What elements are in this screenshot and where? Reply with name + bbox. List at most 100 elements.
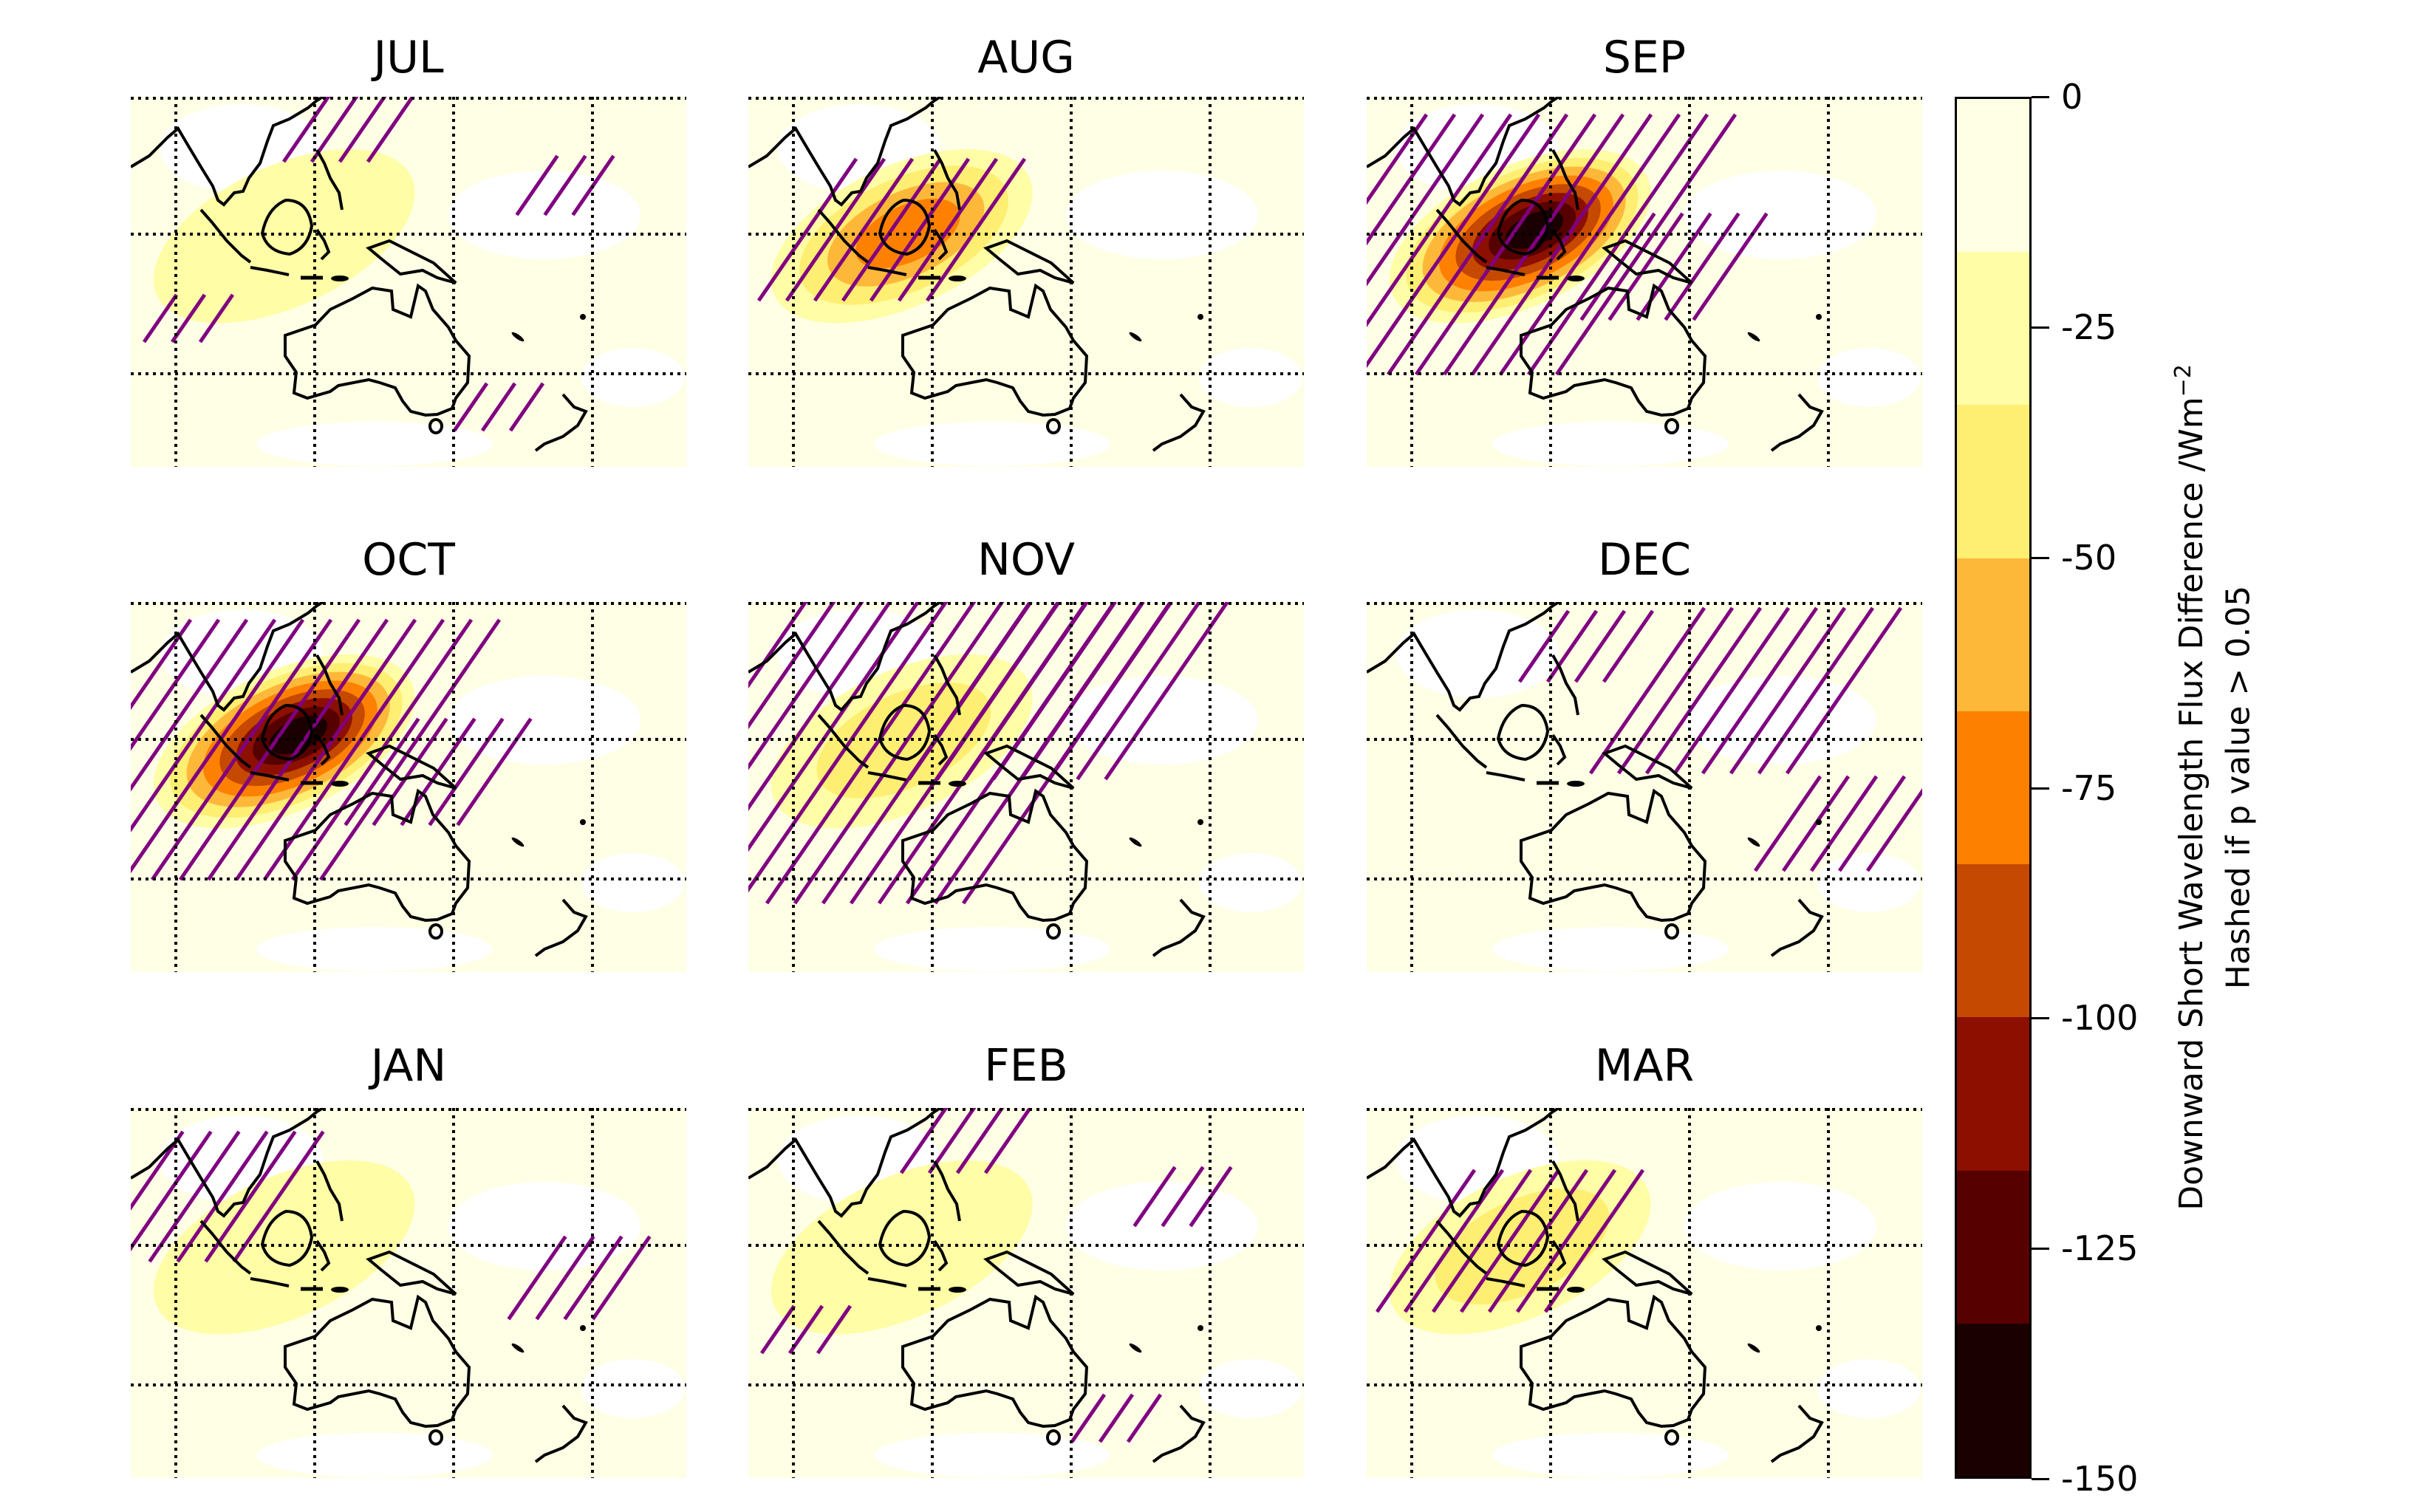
significance-hatch bbox=[131, 618, 305, 874]
colorbar-tick-label: -25 bbox=[2061, 307, 2117, 347]
colorbar-segment bbox=[1957, 711, 2029, 865]
panel-title: JUL bbox=[373, 32, 444, 83]
significance-hatch bbox=[150, 618, 333, 881]
significance-hatch bbox=[1386, 113, 1569, 376]
significance-hatch bbox=[1865, 787, 1922, 872]
colorbar-label-exponent: −2 bbox=[2170, 364, 2197, 397]
colorbar-tick bbox=[2032, 96, 2049, 98]
significance-hatch bbox=[281, 97, 331, 163]
significance-hatch bbox=[1367, 113, 1429, 205]
map-svg bbox=[1367, 602, 1922, 972]
significance-hatch bbox=[206, 618, 389, 881]
significance-hatch bbox=[1616, 606, 1735, 775]
significance-hatch bbox=[1579, 212, 1656, 321]
panel-title: NOV bbox=[977, 534, 1076, 586]
colorbar-tick-label: -75 bbox=[2061, 767, 2117, 808]
colorbar-tick bbox=[2032, 1017, 2049, 1020]
significance-hatch bbox=[1545, 609, 1599, 683]
map-svg bbox=[748, 602, 1304, 972]
colorbar-segment bbox=[1957, 1017, 2029, 1171]
significance-hatch bbox=[591, 1235, 652, 1321]
significance-hatch bbox=[318, 618, 502, 881]
significance-hatch bbox=[1753, 775, 1822, 872]
significance-hatch bbox=[793, 602, 1005, 905]
significance-hatch bbox=[907, 602, 1033, 781]
map-svg bbox=[748, 1108, 1304, 1478]
panel-title: SEP bbox=[1602, 32, 1687, 83]
significance-hatch bbox=[480, 382, 517, 432]
significance-hatch bbox=[1375, 1169, 1477, 1313]
map-svg bbox=[131, 1108, 686, 1478]
colorbar-tick bbox=[2032, 556, 2049, 559]
map-panel-feb bbox=[748, 1108, 1304, 1478]
colorbar-segment bbox=[1957, 252, 2029, 406]
anomaly-contour bbox=[153, 149, 415, 324]
significance-hatch bbox=[1367, 113, 1485, 287]
significance-hatch bbox=[204, 1130, 297, 1263]
significance-hatch bbox=[1515, 1169, 1617, 1313]
significance-hatch bbox=[198, 293, 235, 343]
significance-hatch bbox=[816, 1304, 853, 1355]
significance-hatch bbox=[955, 1108, 1005, 1174]
significance-hatch bbox=[1644, 606, 1763, 775]
significance-hatch bbox=[1431, 1169, 1533, 1313]
significance-hatch bbox=[813, 157, 915, 302]
significance-hatch bbox=[1367, 113, 1457, 246]
map-svg bbox=[748, 97, 1304, 467]
significance-hatch bbox=[310, 97, 359, 163]
significance-hatch bbox=[765, 602, 977, 905]
significance-hatch bbox=[1574, 609, 1627, 683]
significance-hatch bbox=[131, 618, 249, 792]
significance-hatch bbox=[344, 717, 420, 827]
significance-hatch bbox=[1104, 602, 1229, 781]
significance-hatch bbox=[1367, 113, 1541, 369]
colorbar-segment bbox=[1957, 405, 2029, 558]
significance-hatch bbox=[748, 602, 864, 770]
map-svg bbox=[1367, 1108, 1922, 1478]
significance-hatch bbox=[1543, 1169, 1645, 1313]
colorbar-tick-label: 0 bbox=[2061, 77, 2083, 117]
significance-hatch bbox=[456, 717, 533, 827]
colorbar-segment bbox=[1957, 864, 2029, 1018]
significance-hatch bbox=[131, 618, 277, 833]
significance-hatch bbox=[1554, 113, 1738, 376]
significance-hatch bbox=[507, 1235, 567, 1321]
map-panel-sep bbox=[1367, 97, 1922, 467]
significance-hatch bbox=[1809, 775, 1879, 872]
significance-hatch bbox=[1729, 606, 1847, 775]
significance-hatch bbox=[1517, 609, 1571, 683]
significance-hatch bbox=[756, 157, 858, 302]
significance-hatch bbox=[1757, 606, 1875, 775]
significance-hatch bbox=[1442, 113, 1625, 376]
significance-hatch bbox=[748, 602, 808, 689]
significance-hatch bbox=[1588, 606, 1706, 775]
colorbar-segment bbox=[1957, 99, 2029, 253]
significance-hatch bbox=[131, 1130, 185, 1211]
significance-hatch bbox=[1837, 775, 1907, 872]
map-panel-oct bbox=[131, 602, 686, 972]
significance-hatch bbox=[428, 717, 505, 827]
significance-hatch bbox=[748, 602, 920, 852]
map-svg bbox=[131, 97, 686, 467]
significance-hatch bbox=[748, 602, 949, 893]
significance-hatch bbox=[897, 157, 999, 302]
significance-hatch bbox=[232, 1130, 325, 1263]
significance-hatch bbox=[1785, 606, 1903, 775]
colorbar-tick bbox=[2032, 1478, 2049, 1480]
significance-hatch bbox=[1459, 1169, 1561, 1313]
map-panel-nov bbox=[748, 602, 1304, 972]
colorbar-segment bbox=[1957, 558, 2029, 711]
map-svg bbox=[131, 602, 686, 972]
significance-hatch bbox=[1367, 113, 1513, 328]
colorbar-label: Downward Short Wavelength Flux Differenc… bbox=[2170, 364, 2210, 1211]
significance-hatch bbox=[1608, 212, 1684, 321]
significance-hatch bbox=[372, 717, 448, 827]
panel-title: OCT bbox=[362, 534, 455, 586]
significance-hatch bbox=[1673, 606, 1791, 775]
significance-hatch bbox=[759, 1304, 796, 1355]
significance-hatch bbox=[1070, 1393, 1107, 1443]
significance-hatch bbox=[131, 1130, 213, 1252]
significance-hatch bbox=[1602, 609, 1655, 683]
significance-hatch bbox=[543, 154, 587, 216]
significance-hatch bbox=[788, 1304, 824, 1355]
